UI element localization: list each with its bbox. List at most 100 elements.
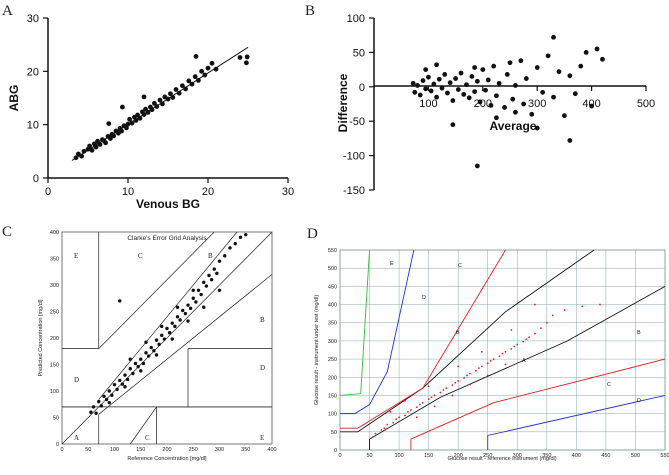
- chart-d-point: [534, 303, 536, 306]
- chart-a-point: [170, 95, 176, 100]
- chart-d-zone-lines: [339, 249, 666, 450]
- panel-letter-b: B: [305, 3, 315, 19]
- chart-d-x-tick-label: 500: [631, 453, 640, 459]
- chart-a-point: [93, 144, 99, 150]
- chart-b-point: [534, 125, 540, 131]
- chart-d-point: [466, 374, 468, 377]
- chart-a-point: [244, 60, 249, 66]
- chart-c-point: [191, 288, 195, 292]
- chart-d-x-tick-label: 350: [542, 453, 551, 459]
- chart-d-y-tick-label: 550: [328, 248, 337, 254]
- chart-c-point: [89, 410, 93, 414]
- chart-a-point: [141, 112, 147, 117]
- chart-b-point: [423, 86, 429, 92]
- chart-a-point: [186, 78, 192, 84]
- chart-c-point: [238, 235, 243, 239]
- chart-c-point: [160, 324, 164, 329]
- chart-b-point: [589, 103, 594, 109]
- chart-c-point: [212, 267, 216, 271]
- panel-letter-a: A: [2, 3, 13, 19]
- chart-b-point: [434, 62, 439, 68]
- chart-d-y-tick-label: 0: [334, 448, 337, 454]
- chart-d-zone-d-right: D: [637, 398, 641, 404]
- chart-a-point: [173, 87, 179, 92]
- chart-c-y-tick-label: 250: [50, 310, 59, 316]
- chart-a-point: [196, 78, 201, 83]
- chart-a-point: [160, 101, 165, 107]
- chart-b-point: [445, 90, 450, 96]
- chart-b-point: [428, 88, 434, 94]
- chart-b-point: [466, 95, 472, 101]
- chart-d-point: [510, 329, 513, 331]
- chart-c-point: [217, 259, 222, 263]
- chart-d-zone-e: E: [390, 261, 394, 267]
- chart-c-point: [141, 361, 146, 366]
- chart-d-point: [457, 365, 460, 368]
- chart-c-zone-c-lower: [129, 406, 157, 445]
- chart-c-point: [178, 318, 182, 322]
- chart-c-y-tick-label: 400: [50, 230, 59, 236]
- chart-d-point: [501, 352, 504, 355]
- chart-b-point: [518, 58, 524, 64]
- chart-a-point: [103, 140, 108, 146]
- chart-c-x-tick-label: 50: [85, 447, 91, 453]
- chart-d-point: [504, 350, 507, 353]
- chart-a-point: [202, 72, 208, 78]
- chart-c-point: [170, 321, 174, 325]
- chart-d-zone-b-upper: [340, 249, 506, 429]
- chart-d-zone-c-right: C: [607, 382, 611, 388]
- chart-b-point: [534, 65, 540, 70]
- chart-a-x-label: Venous BG: [136, 197, 200, 211]
- chart-d-point: [489, 360, 492, 362]
- chart-a-point: [73, 155, 79, 161]
- chart-d-point: [525, 338, 528, 340]
- chart-a-x-tick-label: 0: [45, 186, 51, 198]
- chart-c-point: [202, 305, 206, 309]
- chart-c-y-tick-label: 0: [56, 442, 59, 448]
- chart-b-point: [540, 89, 546, 95]
- chart-c-point: [217, 288, 222, 292]
- chart-c-point: [107, 400, 111, 405]
- chart-d-point: [398, 416, 400, 419]
- chart-b-point: [545, 53, 551, 59]
- chart-d-x-tick-label: 300: [513, 453, 522, 459]
- chart-d-x-tick-label: 150: [424, 453, 433, 459]
- chart-b-point: [442, 72, 448, 77]
- chart-c-frame: [61, 231, 273, 445]
- chart-d-point: [581, 305, 584, 308]
- chart-c-point: [97, 399, 101, 404]
- chart-b-y-tick-label: -50: [349, 116, 365, 128]
- chart-b-y-tick-label: 100: [347, 13, 365, 25]
- chart-b-point: [562, 113, 567, 119]
- chart-c-point: [104, 397, 109, 402]
- chart-b-point: [431, 81, 437, 87]
- chart-b-point: [513, 109, 518, 115]
- chart-c-point: [94, 411, 98, 415]
- chart-d-y-tick-label: 500: [328, 266, 337, 272]
- chart-c-point: [223, 254, 227, 258]
- chart-c-zone-lines: [61, 231, 273, 445]
- chart-d-point: [504, 363, 507, 366]
- chart-b-point: [513, 83, 518, 88]
- chart-d-y-tick-label: 150: [328, 393, 337, 399]
- chart-b-x-label: Average: [490, 119, 537, 133]
- chart-d-point: [451, 394, 454, 397]
- chart-d-y-label: Glucose result - instrument under test (…: [314, 295, 320, 406]
- chart-d-point: [516, 343, 519, 346]
- chart-d-point: [498, 355, 501, 358]
- chart-b-point: [578, 63, 584, 69]
- chart-a-point: [244, 54, 250, 60]
- chart-d-point: [415, 406, 418, 408]
- chart-d-point: [407, 410, 409, 413]
- chart-d-x-tick-label: 550: [660, 453, 669, 459]
- chart-c-zone-b-top: B: [208, 252, 213, 260]
- chart-c-zone-b-right: B: [260, 316, 265, 324]
- chart-a-point: [89, 147, 95, 153]
- chart-c-point: [102, 394, 106, 398]
- chart-c-point: [125, 377, 130, 382]
- chart-b-point: [474, 78, 480, 84]
- chart-a-point: [205, 65, 211, 71]
- chart-b-point: [436, 76, 442, 82]
- chart-d-zone-d: D: [422, 295, 426, 301]
